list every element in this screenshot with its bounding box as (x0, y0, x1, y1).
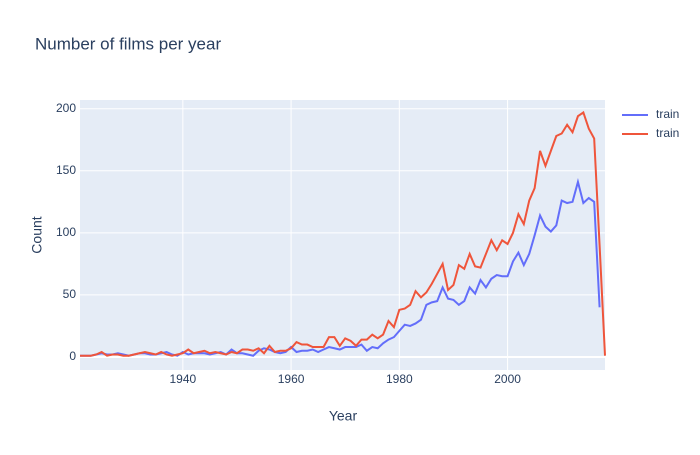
y-axis-title: Count (29, 216, 45, 253)
y-tick-label: 150 (56, 163, 76, 177)
x-tick-label: 1960 (278, 372, 305, 386)
legend-label[interactable]: train (656, 107, 679, 121)
series-line (80, 178, 601, 357)
series-line (80, 110, 606, 357)
y-tick-label: 0 (69, 349, 76, 363)
x-tick-label: 2000 (494, 372, 521, 386)
plot-area (80, 100, 605, 370)
legend-label[interactable]: train (656, 126, 679, 140)
y-tick-label: 100 (56, 225, 76, 239)
x-tick-label: 1940 (169, 372, 196, 386)
y-tick-label: 200 (56, 101, 76, 115)
x-axis-title: Year (329, 408, 358, 424)
chart-title: Number of films per year (35, 34, 221, 53)
y-tick-label: 50 (63, 287, 77, 301)
x-tick-label: 1980 (386, 372, 413, 386)
